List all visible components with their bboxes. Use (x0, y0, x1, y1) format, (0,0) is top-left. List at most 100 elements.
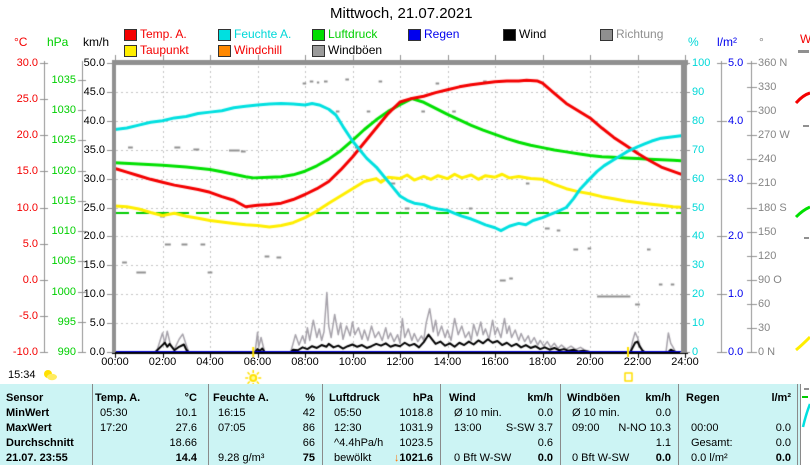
tick-kmh-50.0: 50.0 (83, 57, 105, 69)
tick-deg-360 N: 360 N (758, 57, 788, 69)
tick-hpa-995: 995 (57, 315, 76, 328)
table-separator (92, 384, 93, 465)
table-cell: 05:30 (100, 407, 128, 419)
tick-pct-90: 90 (692, 85, 705, 98)
tick-deg-150: 150 (758, 225, 777, 238)
axis-unit-hPa: hPa (47, 35, 69, 49)
tick-hpa-1020: 1020 (51, 164, 76, 177)
tick-kmh-0.0: 0.0 (89, 346, 105, 358)
axis-unit-W: W (800, 32, 810, 46)
table-separator (440, 384, 441, 465)
legend-swatch-Windchill (218, 45, 231, 57)
table-cell: 18.66 (169, 437, 197, 449)
table-unit-Luftdruck: hPa (412, 392, 433, 404)
table-header-Luftdruck: Luftdruck (329, 392, 380, 404)
table-cell: 66 (302, 437, 315, 449)
table-unit-Windböen: km/h (645, 392, 671, 404)
table-separator (560, 384, 561, 465)
table-cell: 86 (302, 422, 315, 434)
axis-unit-km/h: km/h (83, 35, 110, 49)
legend-label-Feuchte A.: Feuchte A. (234, 27, 292, 41)
tick-pct-50: 50 (692, 201, 705, 214)
tick-deg-210: 210 (758, 177, 777, 190)
tick-pct-0: 0 (692, 346, 699, 358)
xtick-12:00: 12:00 (386, 356, 414, 368)
table-separator (208, 384, 209, 465)
legend-label-Wind: Wind (519, 27, 547, 41)
xtick-08:00: 08:00 (291, 356, 319, 368)
tick-hpa-990: 990 (57, 346, 76, 358)
table-cell: 17:20 (100, 422, 128, 434)
table-cell: 13:00 (454, 422, 482, 434)
table-cell: N-NO 10.3 (618, 422, 671, 434)
table-unit-Regen: l/m² (771, 392, 791, 404)
xtick-06:00: 06:00 (243, 356, 272, 368)
table-cell: 0.0 (775, 437, 791, 449)
status-time: 15:34 (8, 369, 36, 381)
tick-temp-15.0: 15.0 (16, 165, 38, 178)
stats-table-background (0, 384, 801, 465)
xtick-02:00: 02:00 (148, 356, 177, 368)
tick-pct-100: 100 (692, 57, 711, 69)
tick-deg-30: 30 (758, 321, 771, 334)
tick-kmh-35.0: 35.0 (83, 143, 105, 156)
table-separator (678, 384, 679, 465)
table-cell: 10.1 (175, 407, 197, 419)
tick-pct-30: 30 (692, 259, 705, 272)
table-row-label: MinWert (6, 407, 50, 419)
table-row-label: Sensor (6, 392, 44, 404)
tick-kmh-25.0: 25.0 (83, 201, 105, 214)
tick-pct-70: 70 (692, 143, 705, 156)
tick-deg-0 N: 0 N (758, 346, 776, 358)
table-cell: Ø 10 min. (572, 407, 620, 419)
tick-lm2-5.0: 5.0 (728, 57, 744, 69)
table-cell: 0 Bft W-SW (572, 452, 630, 464)
tick-temp-25.0: 25.0 (16, 93, 38, 106)
page-title: Mittwoch, 21.07.2021 (330, 5, 473, 22)
table-cell: 14.4 (175, 452, 197, 464)
sun-cloud-icon (44, 370, 57, 381)
table-cell: Ø 10 min. (454, 407, 502, 419)
table-row-label: Durchschnitt (6, 437, 74, 449)
legend-swatch-Regen (408, 29, 421, 41)
legend-swatch-Feuchte A. (218, 29, 231, 41)
xtick-00:00: 00:00 (101, 356, 129, 368)
table-cell: 9.28 g/m³ (218, 452, 265, 464)
table-cell: 0.0 l/m² (691, 452, 728, 464)
table-header-Regen: Regen (686, 392, 720, 404)
table-cell: 0.0 (537, 452, 553, 464)
legend-label-Luftdruck: Luftdruck (328, 27, 378, 41)
xtick-24:00: 24:00 (671, 356, 699, 368)
tick-hpa-1030: 1030 (51, 104, 76, 117)
table-separator (800, 384, 801, 465)
tick-deg-180 S: 180 S (758, 201, 787, 214)
tick-temp-5.0: 5.0 (22, 237, 38, 250)
tick-pct-60: 60 (692, 172, 705, 185)
table-cell: ^4.4hPa/h (334, 437, 384, 449)
tick-hpa-1015: 1015 (51, 194, 76, 207)
table-cell: 1031.9 (399, 422, 433, 434)
tick-hpa-1010: 1010 (51, 225, 76, 238)
xtick-18:00: 18:00 (528, 356, 557, 368)
legend-label-Windchill: Windchill (234, 43, 283, 57)
table-cell: 0.0 (775, 452, 791, 464)
tick-hpa-1005: 1005 (51, 255, 76, 268)
legend-swatch-Luftdruck (312, 29, 325, 41)
table-cell: bewölkt (334, 452, 372, 464)
xtick-10:00: 10:00 (338, 356, 367, 368)
tick-hpa-1025: 1025 (51, 134, 76, 147)
tick-lm2-1.0: 1.0 (728, 288, 744, 301)
tick-lm2-0.0: 0.0 (728, 346, 744, 358)
axis-unit-l/m²: l/m² (717, 35, 737, 49)
tick-pct-80: 80 (692, 114, 705, 127)
legend-swatch-Windböen (312, 45, 325, 57)
table-row-label: 21.07. 23:55 (6, 452, 68, 464)
tick-lm2-3.0: 3.0 (728, 172, 744, 185)
axis-unit-%: % (688, 35, 699, 49)
tick-temp-30.0: 30.0 (16, 57, 38, 69)
legend-label-Richtung: Richtung (616, 27, 664, 41)
tick-kmh-40.0: 40.0 (83, 114, 105, 127)
tick-temp-10.0: 10.0 (16, 201, 38, 214)
table-header-Temp. A.: Temp. A. (95, 392, 141, 404)
